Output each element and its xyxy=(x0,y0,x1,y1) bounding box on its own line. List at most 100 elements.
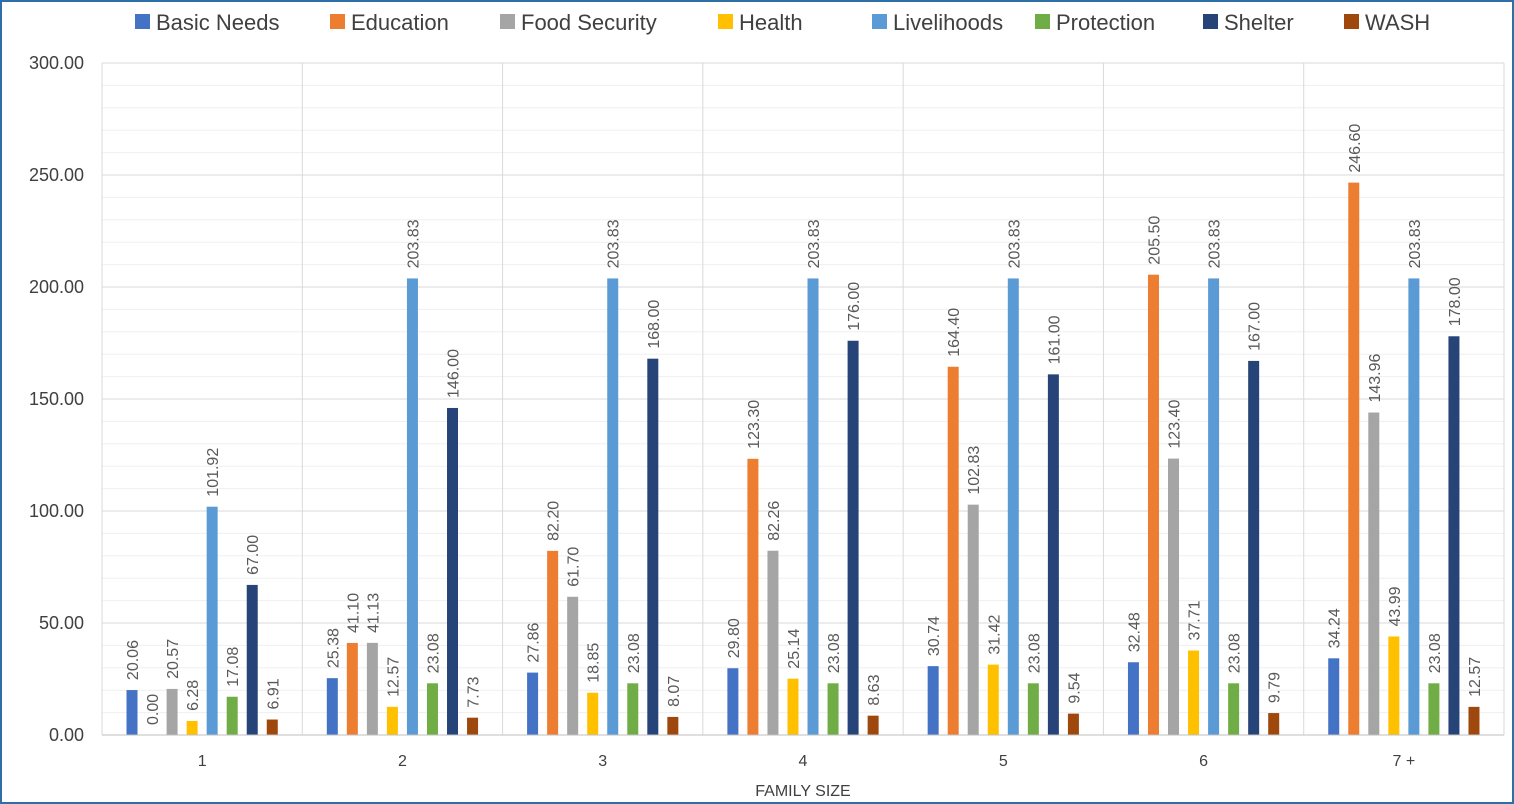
legend-label: WASH xyxy=(1365,10,1430,35)
bar xyxy=(186,720,198,735)
bars xyxy=(126,182,1480,736)
bar xyxy=(927,666,939,735)
bar xyxy=(1328,658,1340,735)
data-label: 246.60 xyxy=(1347,124,1364,173)
data-label: 203.83 xyxy=(1006,219,1023,268)
bar xyxy=(226,696,238,735)
y-tick-label: 150.00 xyxy=(29,389,84,409)
data-label: 20.57 xyxy=(165,639,182,679)
bar xyxy=(807,278,819,735)
legend-swatch xyxy=(1344,14,1359,29)
legend-swatch xyxy=(872,14,887,29)
legend-label: Education xyxy=(351,10,449,35)
data-label: 23.08 xyxy=(1026,633,1043,673)
data-label: 61.70 xyxy=(566,547,583,587)
bar xyxy=(1147,274,1159,735)
bar xyxy=(1228,683,1240,735)
y-tick-label: 50.00 xyxy=(39,613,84,633)
bar xyxy=(1168,458,1180,735)
bar xyxy=(467,717,479,735)
y-tick-label: 0.00 xyxy=(49,725,84,745)
y-axis: 0.00 50.00 100.00 150.00 200.00 250.00 300.00 xyxy=(29,53,84,745)
data-label: 34.24 xyxy=(1327,608,1344,648)
data-label: 164.40 xyxy=(946,308,963,357)
data-label: 82.20 xyxy=(546,501,563,541)
data-label: 82.26 xyxy=(766,501,783,541)
data-label: 23.08 xyxy=(1227,633,1244,673)
x-tick-label: 7 + xyxy=(1393,753,1416,770)
data-label: 20.06 xyxy=(125,640,142,680)
data-label: 178.00 xyxy=(1447,277,1464,326)
data-label: 203.83 xyxy=(1207,219,1224,268)
data-label: 8.63 xyxy=(866,674,883,705)
bar xyxy=(1188,650,1200,735)
x-tick-label: 5 xyxy=(999,753,1008,770)
data-label: 12.57 xyxy=(385,657,402,697)
data-label: 67.00 xyxy=(245,535,262,575)
bar xyxy=(647,358,659,735)
data-label: 101.92 xyxy=(205,448,222,497)
data-label: 123.30 xyxy=(746,400,763,449)
bar xyxy=(1007,278,1019,735)
bar xyxy=(1067,713,1079,735)
data-label: 29.80 xyxy=(726,618,743,658)
bar xyxy=(627,683,639,735)
legend-label: Protection xyxy=(1056,10,1155,35)
bar xyxy=(1408,278,1420,735)
bar xyxy=(326,678,338,735)
data-label: 43.99 xyxy=(1387,586,1404,626)
bar xyxy=(426,683,438,735)
data-label: 203.83 xyxy=(606,219,623,268)
data-label: 12.57 xyxy=(1467,657,1484,697)
bar xyxy=(667,716,679,735)
bar xyxy=(346,642,358,735)
y-tick-label: 200.00 xyxy=(29,277,84,297)
x-tick-label: 2 xyxy=(398,753,407,770)
data-label: 205.50 xyxy=(1146,216,1163,265)
grid xyxy=(101,62,1505,736)
legend-swatch xyxy=(135,14,150,29)
x-tick-label: 4 xyxy=(799,753,808,770)
data-label: 23.08 xyxy=(425,633,442,673)
bar xyxy=(947,366,959,735)
legend-label: Livelihoods xyxy=(893,10,1003,35)
data-label: 41.13 xyxy=(365,593,382,633)
y-tick-label: 300.00 xyxy=(29,53,84,73)
legend-swatch xyxy=(718,14,733,29)
bar xyxy=(166,688,178,735)
data-label: 30.74 xyxy=(926,616,943,656)
bar xyxy=(967,504,979,735)
data-label: 161.00 xyxy=(1046,315,1063,364)
x-tick-label: 3 xyxy=(598,753,607,770)
data-label: 32.48 xyxy=(1126,612,1143,652)
bar xyxy=(1388,636,1400,735)
x-tick-label: 1 xyxy=(198,753,207,770)
bar xyxy=(386,706,398,735)
data-label: 27.86 xyxy=(526,622,543,662)
data-label: 176.00 xyxy=(846,282,863,331)
data-label: 203.83 xyxy=(405,219,422,268)
legend-label: Basic Needs xyxy=(156,10,280,35)
data-label: 17.08 xyxy=(225,647,242,687)
bar xyxy=(527,672,539,735)
x-axis: 1 2 3 4 5 6 7 + FAMILY SIZE xyxy=(102,734,1504,800)
bar xyxy=(1428,683,1440,735)
data-label: 41.10 xyxy=(345,593,362,633)
bar xyxy=(126,690,138,735)
legend-swatch xyxy=(1035,14,1050,29)
bar xyxy=(607,278,619,735)
data-label: 168.00 xyxy=(646,300,663,349)
data-label: 7.73 xyxy=(466,676,483,707)
bar xyxy=(827,683,839,735)
bar xyxy=(266,719,278,735)
legend-label: Shelter xyxy=(1224,10,1294,35)
data-label: 8.07 xyxy=(666,676,683,707)
bar xyxy=(1268,713,1280,735)
bar xyxy=(1208,278,1220,735)
bar xyxy=(1248,360,1260,735)
data-label: 23.08 xyxy=(626,633,643,673)
data-label: 203.83 xyxy=(1407,219,1424,268)
legend-swatch xyxy=(1203,14,1218,29)
bar xyxy=(567,596,579,735)
